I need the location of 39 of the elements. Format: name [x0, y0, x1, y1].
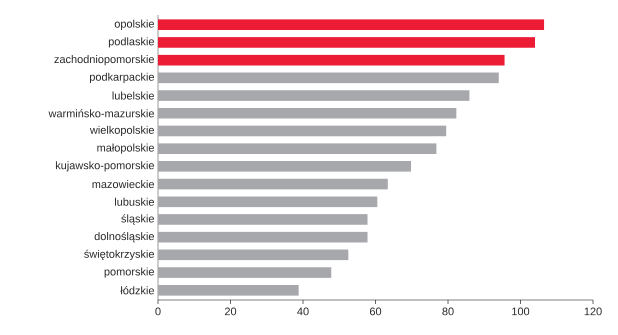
bar [158, 178, 388, 190]
x-tick-label: 40 [297, 308, 309, 316]
bar [158, 37, 536, 48]
bar [158, 72, 499, 84]
y-tick-label: lubuskie [115, 198, 154, 206]
y-tick-label: małopolskie [97, 144, 154, 154]
y-tick-label: lubelskie [112, 92, 154, 100]
x-tick-label: 80 [442, 308, 454, 316]
y-tick-label: zachodniopomorskie [54, 55, 154, 66]
x-tick-label: 60 [370, 308, 382, 316]
y-tick-label: kujawsko-pomorskie [56, 161, 154, 172]
y-tick-label: podlaskie [108, 37, 154, 48]
bar [158, 214, 368, 225]
bar [158, 108, 456, 119]
y-tick-label: mazowieckie [92, 180, 154, 188]
y-tick-label: podkarpackie [90, 72, 154, 83]
bar [158, 54, 505, 66]
bar [158, 19, 544, 30]
bar [158, 161, 412, 172]
x-tick-label: 20 [224, 308, 236, 316]
y-tick-label: łódzkie [120, 286, 154, 294]
y-tick-label: pomorskie [104, 267, 154, 278]
y-tick-label: świętokrzyskie [84, 250, 154, 260]
y-tick-label: dolnośląskie [94, 232, 154, 242]
bar [158, 267, 332, 278]
x-tick-label: 100 [512, 308, 530, 316]
bar [158, 196, 378, 208]
bar [158, 143, 436, 154]
bar [158, 90, 470, 101]
bar [158, 250, 348, 260]
bar [158, 232, 368, 242]
y-tick-label: warmińsko-mazurskie [48, 109, 154, 118]
bar [158, 284, 299, 296]
x-tick-label: 120 [584, 308, 602, 316]
x-tick-label: 0 [155, 308, 161, 316]
y-tick-label: wielkopolskie [90, 126, 154, 136]
y-tick-label: opolskie [114, 20, 154, 30]
y-tick-label: śląskie [121, 214, 154, 225]
bar [158, 126, 446, 136]
